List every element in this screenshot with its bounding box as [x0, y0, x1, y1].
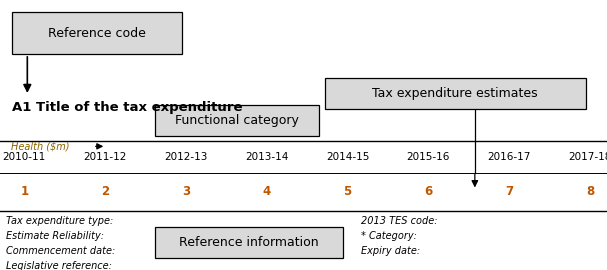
Text: 2013-14: 2013-14 — [245, 152, 288, 162]
Text: 2016-17: 2016-17 — [487, 152, 531, 162]
Text: Reference information: Reference information — [179, 236, 319, 249]
Text: Functional category: Functional category — [175, 114, 299, 127]
FancyBboxPatch shape — [155, 105, 319, 136]
Text: Tax expenditure estimates: Tax expenditure estimates — [373, 87, 538, 100]
Text: Tax expenditure type:: Tax expenditure type: — [6, 216, 114, 226]
Text: Commencement date:: Commencement date: — [6, 246, 115, 256]
Text: 2010-11: 2010-11 — [2, 152, 46, 162]
Text: 2013 TES code:: 2013 TES code: — [361, 216, 438, 226]
Text: Expiry date:: Expiry date: — [361, 246, 420, 256]
Text: Health ($m): Health ($m) — [11, 141, 69, 151]
Text: 7: 7 — [505, 185, 514, 198]
Text: 2012-13: 2012-13 — [164, 152, 208, 162]
Text: 5: 5 — [344, 185, 351, 198]
FancyBboxPatch shape — [325, 78, 586, 109]
Text: 2015-16: 2015-16 — [407, 152, 450, 162]
Text: 1: 1 — [20, 185, 29, 198]
Text: 2011-12: 2011-12 — [83, 152, 127, 162]
Text: A1 Title of the tax expenditure: A1 Title of the tax expenditure — [12, 101, 243, 114]
Text: Reference code: Reference code — [48, 26, 146, 40]
Text: Estimate Reliability:: Estimate Reliability: — [6, 231, 104, 241]
Text: Legislative reference:: Legislative reference: — [6, 261, 112, 270]
Text: 6: 6 — [424, 185, 433, 198]
Text: 2017-18: 2017-18 — [568, 152, 607, 162]
FancyBboxPatch shape — [12, 12, 182, 54]
Text: 8: 8 — [586, 185, 594, 198]
Text: 3: 3 — [182, 185, 190, 198]
Text: 2: 2 — [101, 185, 109, 198]
Text: 4: 4 — [263, 185, 271, 198]
Text: * Category:: * Category: — [361, 231, 417, 241]
Text: 2014-15: 2014-15 — [326, 152, 369, 162]
FancyBboxPatch shape — [155, 227, 343, 258]
